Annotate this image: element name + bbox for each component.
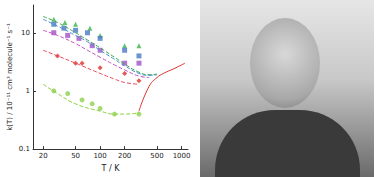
svg-text:200: 200: [118, 152, 131, 160]
svg-text:1000: 1000: [173, 152, 191, 160]
svg-text:T / K: T / K: [101, 164, 121, 173]
svg-text:k(T) / 10⁻¹¹ cm³ molecule⁻¹ s⁻: k(T) / 10⁻¹¹ cm³ molecule⁻¹ s⁻¹: [6, 23, 14, 131]
svg-text:20: 20: [39, 152, 48, 160]
svg-text:1: 1: [26, 87, 30, 95]
svg-text:100: 100: [93, 152, 106, 160]
svg-text:500: 500: [150, 152, 163, 160]
svg-text:50: 50: [71, 152, 80, 160]
svg-text:10: 10: [21, 29, 30, 37]
svg-text:0.1: 0.1: [19, 145, 30, 153]
